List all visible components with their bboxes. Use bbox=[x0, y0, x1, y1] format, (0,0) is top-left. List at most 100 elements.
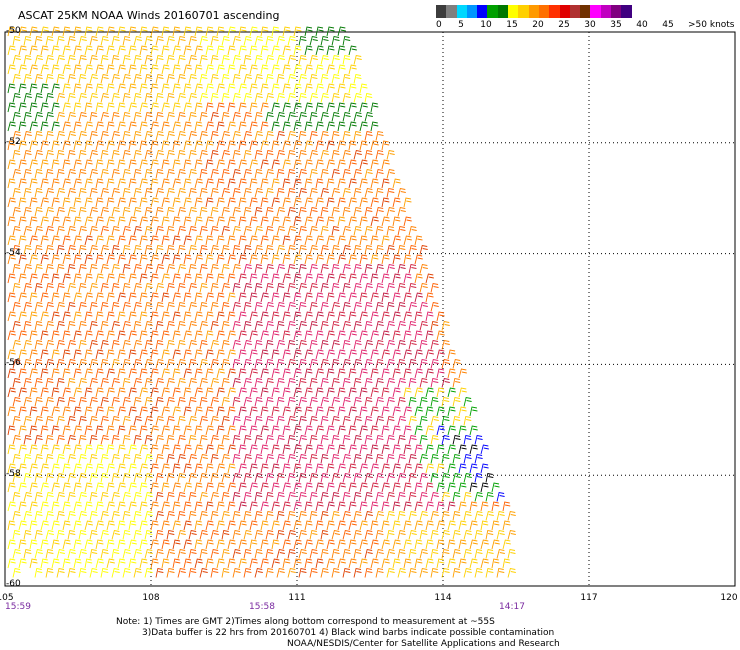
wind-barb bbox=[117, 64, 126, 75]
wind-barb bbox=[216, 501, 225, 512]
wind-barb bbox=[326, 425, 335, 436]
wind-barb bbox=[287, 529, 296, 540]
wind-barb bbox=[89, 529, 98, 540]
wind-barb bbox=[386, 187, 395, 198]
wind-barb bbox=[216, 425, 225, 436]
wind-barb bbox=[331, 282, 340, 293]
wind-barb bbox=[111, 206, 120, 217]
wind-barb bbox=[133, 282, 142, 293]
wind-barb bbox=[34, 396, 43, 407]
wind-barb bbox=[67, 130, 76, 141]
wind-barb bbox=[221, 111, 230, 122]
wind-barb bbox=[221, 339, 230, 350]
wind-barb bbox=[480, 463, 489, 474]
wind-barb bbox=[331, 377, 340, 388]
wind-barbs bbox=[7, 26, 516, 578]
wind-barb bbox=[78, 206, 87, 217]
wind-barb bbox=[419, 491, 428, 502]
wind-barb bbox=[221, 377, 230, 388]
wind-barb bbox=[353, 377, 362, 388]
wind-barb bbox=[106, 83, 115, 94]
wind-barb bbox=[227, 330, 236, 341]
wind-barb bbox=[342, 206, 351, 217]
wind-barb bbox=[491, 558, 500, 569]
wind-barb bbox=[342, 548, 351, 559]
wind-barb bbox=[194, 235, 203, 246]
wind-barb bbox=[199, 111, 208, 122]
wind-barb bbox=[23, 92, 32, 103]
wind-barb bbox=[40, 539, 49, 550]
wind-barb bbox=[337, 368, 346, 379]
wind-barb bbox=[375, 225, 384, 236]
wind-barb bbox=[7, 558, 16, 569]
wind-barb bbox=[276, 472, 285, 483]
wind-barb bbox=[106, 140, 115, 151]
wind-barb bbox=[199, 491, 208, 502]
wind-barb bbox=[199, 453, 208, 464]
wind-barb bbox=[375, 244, 384, 255]
wind-barb bbox=[276, 73, 285, 84]
wind-barb bbox=[254, 206, 263, 217]
wind-barb bbox=[315, 501, 324, 512]
wind-barb bbox=[111, 567, 120, 578]
wind-barb bbox=[56, 92, 65, 103]
wind-barb bbox=[298, 320, 307, 331]
wind-barb bbox=[326, 368, 335, 379]
wind-barb bbox=[364, 434, 373, 445]
wind-barb bbox=[249, 463, 258, 474]
wind-barb bbox=[271, 273, 280, 284]
wind-barb bbox=[364, 187, 373, 198]
wind-barb bbox=[51, 349, 60, 360]
wind-barb bbox=[425, 444, 434, 455]
wind-barb bbox=[183, 159, 192, 170]
wind-barb bbox=[7, 83, 16, 94]
wind-barb bbox=[78, 529, 87, 540]
wind-barb bbox=[51, 444, 60, 455]
wind-barb bbox=[260, 425, 269, 436]
wind-barb bbox=[271, 444, 280, 455]
wind-barb bbox=[18, 83, 27, 94]
wind-barb bbox=[128, 349, 137, 360]
wind-barb bbox=[331, 35, 340, 46]
wind-barb bbox=[287, 358, 296, 369]
wind-barb bbox=[342, 282, 351, 293]
wind-barb bbox=[293, 558, 302, 569]
wind-barb bbox=[45, 244, 54, 255]
wind-barb bbox=[150, 349, 159, 360]
wind-barb bbox=[326, 330, 335, 341]
wind-barb bbox=[12, 510, 21, 521]
wind-barb bbox=[150, 311, 159, 322]
wind-barb bbox=[210, 472, 219, 483]
wind-barb bbox=[78, 415, 87, 426]
wind-barb bbox=[172, 83, 181, 94]
wind-barb bbox=[78, 73, 87, 84]
wind-barb bbox=[320, 320, 329, 331]
wind-barb bbox=[78, 187, 87, 198]
wind-barb bbox=[353, 282, 362, 293]
wind-barb bbox=[172, 45, 181, 56]
wind-barb bbox=[260, 330, 269, 341]
wind-barb bbox=[133, 244, 142, 255]
wind-barb bbox=[381, 463, 390, 474]
wind-barb bbox=[414, 501, 423, 512]
wind-barb bbox=[386, 415, 395, 426]
wind-barb bbox=[331, 320, 340, 331]
wind-barb bbox=[243, 187, 252, 198]
wind-barb bbox=[183, 121, 192, 132]
wind-barb bbox=[293, 463, 302, 474]
wind-barb bbox=[326, 463, 335, 474]
wind-barb bbox=[73, 140, 82, 151]
wind-barb bbox=[111, 168, 120, 179]
wind-barb bbox=[139, 349, 148, 360]
wind-barb bbox=[364, 510, 373, 521]
wind-barb bbox=[315, 178, 324, 189]
wind-barb bbox=[304, 102, 313, 113]
wind-barb bbox=[73, 121, 82, 132]
wind-barb bbox=[133, 339, 142, 350]
wind-barb bbox=[23, 263, 32, 274]
legend-color-bar bbox=[436, 5, 736, 18]
wind-barb bbox=[463, 491, 472, 502]
wind-barb bbox=[205, 235, 214, 246]
wind-barb bbox=[56, 73, 65, 84]
wind-barb bbox=[177, 472, 186, 483]
